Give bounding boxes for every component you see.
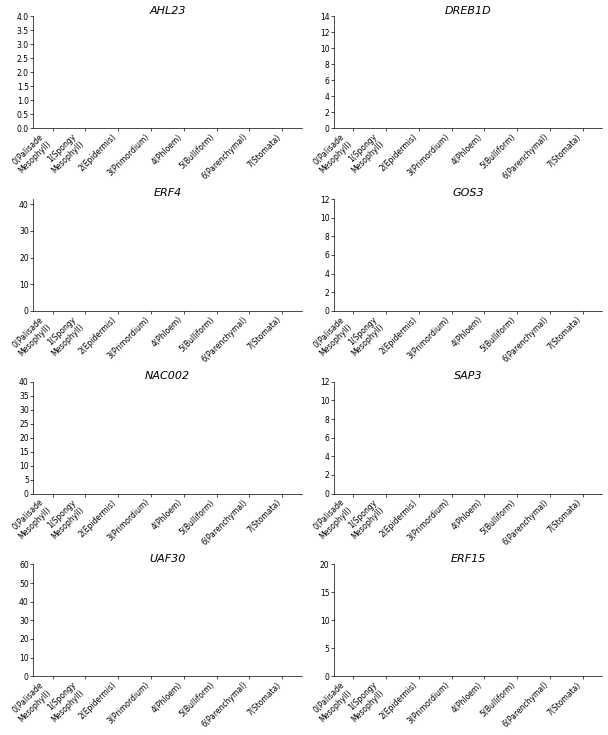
Title: GOS3: GOS3 bbox=[452, 188, 484, 198]
Title: AHL23: AHL23 bbox=[149, 6, 185, 15]
Title: ERF4: ERF4 bbox=[153, 188, 182, 198]
Title: UAF30: UAF30 bbox=[150, 553, 185, 564]
Title: NAC002: NAC002 bbox=[145, 371, 190, 381]
Title: DREB1D: DREB1D bbox=[444, 6, 491, 15]
Title: SAP3: SAP3 bbox=[454, 371, 482, 381]
Title: ERF15: ERF15 bbox=[451, 553, 486, 564]
